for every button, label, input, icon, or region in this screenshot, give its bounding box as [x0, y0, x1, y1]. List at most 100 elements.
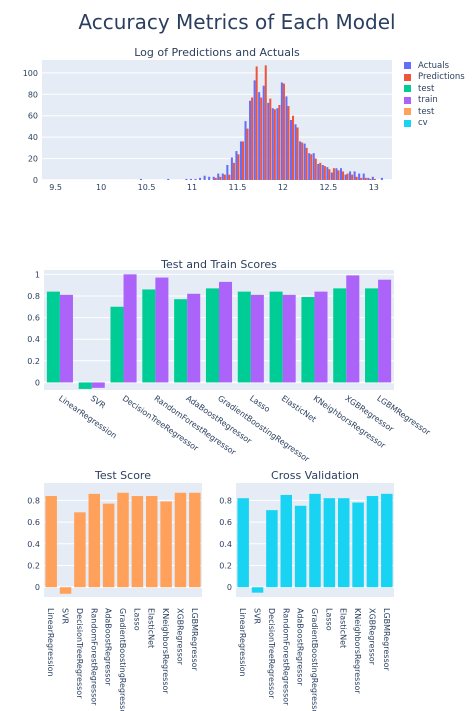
histogram-bar-Predictions: [287, 106, 290, 180]
bar-cv-ElasticNet: [337, 498, 350, 588]
bar-test-ElasticNet: [145, 496, 158, 588]
bar-test-RandomForestRegressor: [142, 289, 156, 383]
subplot-2: 0 0.2 0.4 0.6 0.8 1 Test and Train Scores Linea…: [27, 258, 432, 464]
histogram-bar-Predictions: [246, 128, 249, 180]
x-category-label: ElasticNet: [339, 608, 348, 648]
histogram-bar-Predictions: [214, 177, 217, 180]
legend-item-test[interactable]: test: [404, 106, 465, 117]
histogram-bar-Predictions: [219, 176, 222, 180]
bar-test-XGBRegressor: [333, 288, 347, 383]
legend-label: test: [418, 83, 435, 94]
legend-item-Actuals[interactable]: Actuals: [404, 60, 465, 71]
histogram-bar-Predictions: [360, 177, 363, 180]
histogram-bar-Actuals: [321, 165, 324, 180]
histogram-bar-Predictions: [273, 109, 276, 180]
legend-item-Predictions[interactable]: Predictions: [404, 72, 465, 83]
histogram-bar-Predictions: [260, 97, 263, 180]
histogram-bar-Predictions: [278, 105, 281, 180]
bar-test-GradientBoostingRegressor: [117, 492, 129, 588]
bar-test-Lasso: [131, 496, 144, 588]
x-tick-label: 9.5: [49, 183, 62, 192]
bar-test-LinearRegression: [46, 291, 60, 383]
y-tick-label: 0.8: [27, 496, 40, 505]
histogram-bar-Actuals: [217, 173, 220, 180]
histogram-bar-Actuals: [317, 163, 320, 180]
histogram-bar-Actuals: [344, 174, 347, 180]
bar-cv-KNeighborsRegressor: [352, 502, 364, 588]
legend[interactable]: Actuals Predictions test train test cv: [404, 60, 465, 129]
legend-swatch: [404, 108, 411, 115]
histogram-bar-Predictions: [328, 169, 331, 180]
bar-test-KNeighborsRegressor: [301, 297, 315, 383]
histogram-bar-Predictions: [319, 162, 322, 180]
legend-label: test: [418, 106, 435, 117]
x-category-label: AdaBoostRegressor: [296, 608, 305, 686]
legend-item-cv[interactable]: cv: [404, 118, 465, 129]
histogram-bar-Predictions: [223, 174, 226, 180]
histogram-bar-Predictions: [351, 174, 354, 180]
x-tick-label: 11.5: [229, 183, 247, 192]
histogram-bar-Actuals: [289, 120, 292, 180]
x-category-label: XGBRegressor: [367, 608, 376, 666]
y-tick-label: 0.2: [27, 357, 40, 366]
y-tick-label: 0: [35, 378, 40, 387]
histogram-bar-Predictions: [369, 178, 372, 180]
histogram-bar-Actuals: [230, 157, 233, 180]
histogram-bar-Actuals: [185, 178, 188, 180]
histogram-bar-Predictions: [305, 147, 308, 180]
bar-cv-RandomForestRegressor: [280, 494, 293, 588]
legend-label: Actuals: [418, 60, 450, 71]
histogram-bar-Predictions: [296, 127, 299, 180]
x-tick-label: 11: [187, 183, 197, 192]
figure-title: Accuracy Metrics of Each Model: [78, 10, 396, 34]
histogram-bar-Actuals: [258, 92, 261, 180]
bar-test-XGBRegressor: [174, 492, 187, 588]
x-category-label: LGBMRegressor: [375, 394, 432, 438]
bar-test-LGBMRegressor: [189, 492, 201, 588]
histogram-bar-Actuals: [239, 141, 242, 180]
bar-cv-DecisionTreeRegressor: [266, 510, 278, 588]
histogram-bar-Predictions: [237, 154, 240, 180]
histogram-bar-Predictions: [373, 178, 376, 180]
bar-train-KNeighborsRegressor: [314, 291, 328, 383]
histogram-bar-Actuals: [194, 178, 197, 180]
legend-item-train[interactable]: train: [404, 95, 465, 106]
x-tick-label: 10.5: [138, 183, 156, 192]
bar-cv-LGBMRegressor: [381, 493, 393, 588]
x-category-label: RandomForestRegressor: [89, 608, 98, 706]
histogram-bar-Actuals: [244, 121, 247, 180]
bar-train-GradientBoostingRegressor: [219, 281, 233, 383]
histogram-bar-Actuals: [349, 171, 352, 180]
histogram-bar-Actuals: [203, 175, 206, 180]
x-category-label: DecisionTreeRegressor: [267, 608, 276, 699]
histogram-bar-Actuals: [262, 85, 265, 180]
histogram-bar-Actuals: [189, 178, 192, 180]
x-category-label: Lasso: [132, 608, 141, 631]
x-tick-label: 13: [369, 183, 379, 192]
x-category-label: LinearRegression: [46, 608, 55, 677]
histogram-bar-Predictions: [301, 142, 304, 180]
bar-test-KNeighborsRegressor: [160, 501, 172, 588]
x-category-label: GradientBoostingRegressor: [310, 608, 319, 711]
bar-test-SVR: [78, 382, 92, 389]
bar-test-RandomForestRegressor: [88, 493, 101, 588]
histogram-bar-Actuals: [249, 100, 252, 180]
y-tick-label: 0.6: [27, 314, 40, 323]
histogram-bar-Predictions: [310, 154, 313, 180]
x-category-label: LinearRegression: [57, 394, 118, 441]
legend-label: Predictions: [418, 72, 465, 82]
histogram-bar-Predictions: [342, 171, 345, 180]
legend-item-test[interactable]: test: [404, 83, 465, 94]
bar-cv-XGBRegressor: [366, 496, 379, 588]
histogram-bar-Actuals: [235, 151, 238, 180]
bar-train-Lasso: [250, 294, 264, 383]
legend-swatch: [404, 96, 411, 104]
histogram-bar-Actuals: [280, 82, 283, 180]
histogram-bar-Actuals: [326, 167, 329, 180]
x-category-label: AdaBoostRegressor: [104, 608, 113, 686]
bar-test-AdaBoostRegressor: [174, 299, 188, 383]
y-tick-label: 0.8: [27, 292, 40, 301]
x-category-label: ElasticNet: [147, 608, 156, 648]
y-tick-label: 0.2: [27, 562, 40, 571]
